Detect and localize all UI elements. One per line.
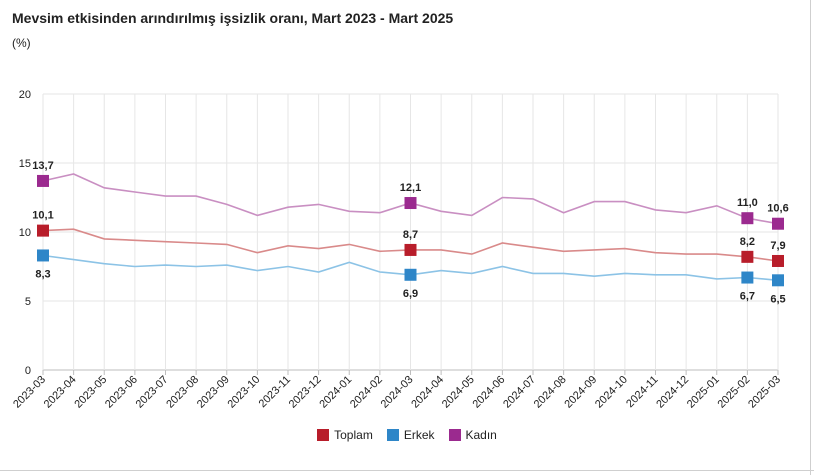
x-tick-label: 2025-03	[746, 374, 783, 411]
x-tick-label: 2023-07	[134, 374, 171, 411]
data-point-marker-erkek	[37, 249, 49, 262]
y-axis-unit-label: (%)	[12, 36, 31, 50]
legend-swatch-toplam	[317, 429, 330, 441]
frame-right-edge	[810, 0, 811, 475]
y-tick-label: 5	[25, 296, 31, 308]
x-tick-label: 2024-01	[317, 374, 354, 411]
chart-legend: Toplam Erkek Kadın	[0, 428, 814, 442]
data-label-erkek: 6,7	[740, 291, 755, 303]
data-point-marker-toplam	[772, 254, 784, 267]
data-label-kadın: 13,7	[32, 160, 53, 172]
x-tick-label: 2025-02	[715, 374, 752, 411]
data-point-marker-kadın	[772, 217, 784, 230]
data-point-marker-erkek	[741, 271, 754, 284]
x-tick-label: 2023-10	[225, 374, 262, 411]
x-tick-label: 2024-03	[379, 374, 416, 411]
frame-bottom-edge	[0, 470, 814, 471]
data-label-erkek: 8,3	[35, 268, 50, 280]
x-tick-label: 2024-11	[624, 374, 660, 410]
data-point-marker-kadın	[741, 212, 754, 225]
x-tick-label: 2024-02	[348, 374, 385, 411]
y-tick-label: 15	[19, 158, 31, 170]
data-label-erkek: 6,9	[403, 288, 418, 300]
legend-label-kadin: Kadın	[465, 428, 497, 442]
x-tick-label: 2024-09	[562, 374, 599, 411]
y-tick-label: 20	[19, 89, 31, 101]
legend-item-erkek[interactable]: Erkek	[386, 428, 435, 442]
x-tick-label: 2023-05	[72, 374, 109, 411]
legend-swatch-erkek	[386, 429, 399, 441]
x-tick-label: 2023-11	[257, 374, 293, 410]
x-tick-label: 2024-07	[501, 374, 538, 411]
data-label-erkek: 6,5	[770, 293, 785, 305]
data-label-toplam: 10,1	[32, 210, 53, 222]
x-tick-label: 2024-04	[409, 374, 446, 411]
y-tick-label: 10	[19, 227, 31, 239]
legend-item-toplam[interactable]: Toplam	[317, 428, 373, 442]
x-tick-label: 2023-08	[164, 374, 201, 411]
legend-label-toplam: Toplam	[334, 428, 373, 442]
data-label-kadın: 11,0	[737, 197, 758, 209]
y-tick-label: 0	[25, 365, 31, 377]
x-tick-label: 2023-03	[11, 374, 48, 411]
data-point-marker-toplam	[37, 224, 49, 237]
x-tick-label: 2023-04	[42, 374, 79, 411]
data-label-kadın: 12,1	[400, 182, 421, 194]
legend-item-kadin[interactable]: Kadın	[448, 428, 497, 442]
x-tick-label: 2024-08	[532, 374, 569, 411]
x-tick-label: 2024-12	[654, 374, 691, 411]
data-point-marker-erkek	[772, 274, 784, 287]
chart-title: Mevsim etkisinden arındırılmış işsizlik …	[12, 10, 454, 26]
legend-swatch-kadin	[448, 429, 461, 441]
data-label-kadın: 10,6	[767, 203, 788, 215]
x-tick-label: 2023-06	[103, 374, 140, 411]
x-tick-label: 2024-06	[470, 374, 507, 411]
data-point-marker-kadın	[37, 174, 49, 187]
x-tick-label: 2025-01	[685, 374, 722, 411]
legend-label-erkek: Erkek	[403, 428, 435, 442]
x-tick-label: 2024-10	[593, 374, 630, 411]
data-label-toplam: 8,2	[740, 236, 755, 248]
data-label-toplam: 8,7	[403, 229, 418, 241]
data-point-marker-erkek	[404, 268, 417, 281]
data-point-marker-toplam	[741, 250, 754, 263]
data-point-marker-toplam	[404, 243, 417, 256]
data-point-marker-kadın	[404, 197, 417, 210]
x-tick-label: 2024-05	[440, 374, 477, 411]
data-label-toplam: 7,9	[770, 240, 785, 252]
x-tick-label: 2023-12	[287, 374, 324, 411]
x-tick-label: 2023-09	[195, 374, 232, 411]
